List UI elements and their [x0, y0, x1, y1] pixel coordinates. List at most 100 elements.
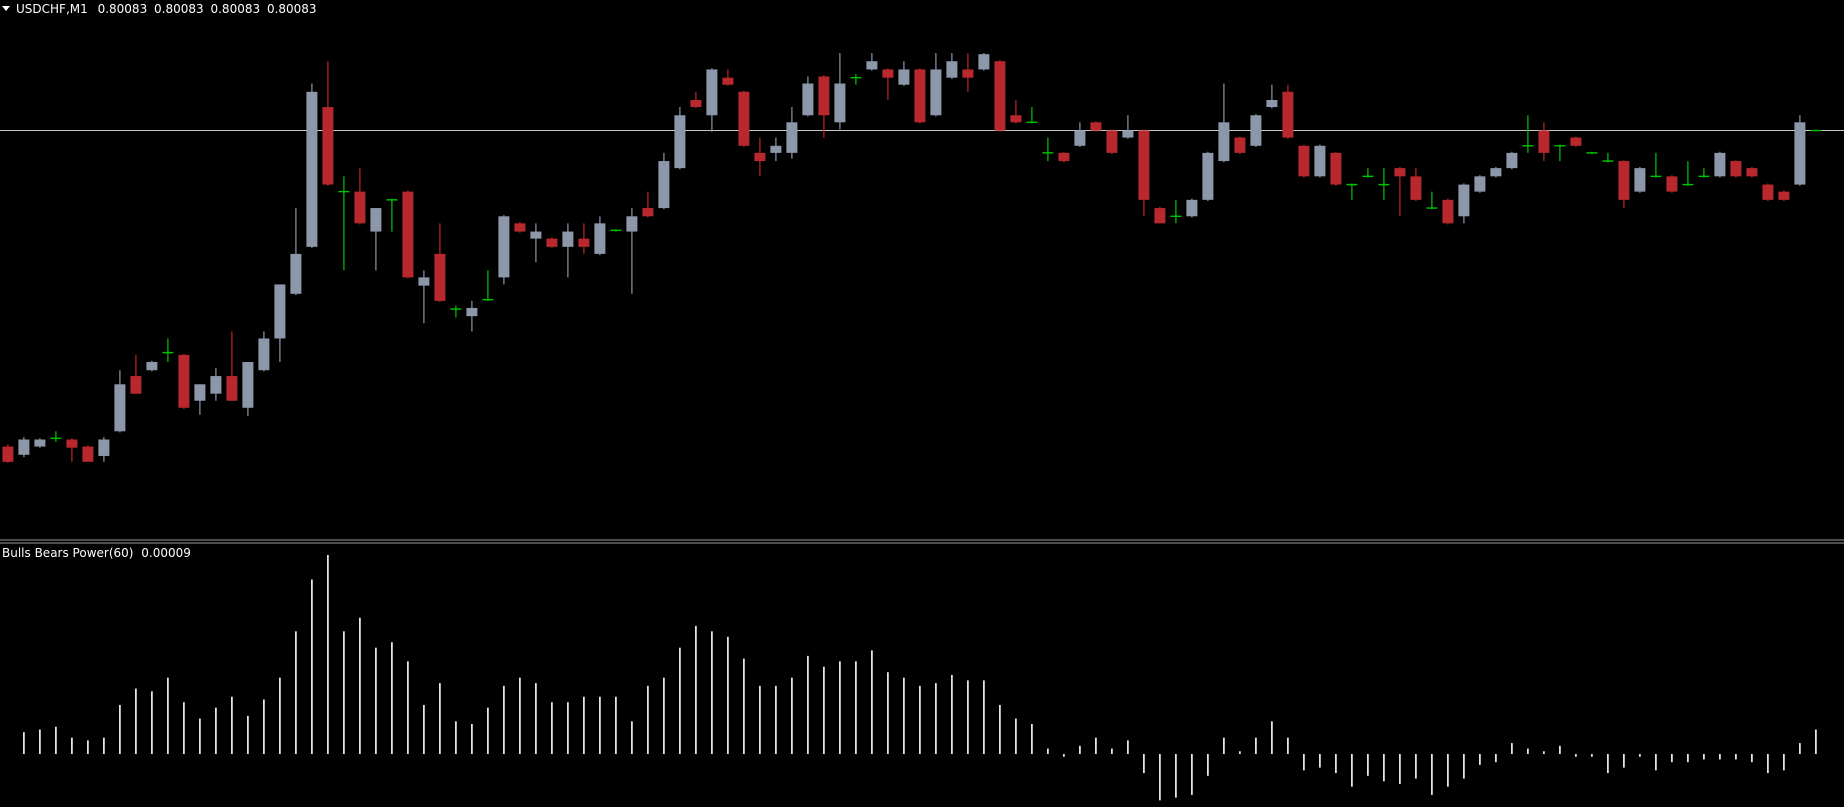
candle-body: [1458, 184, 1470, 217]
candle-body: [1122, 130, 1134, 138]
candle-body: [290, 253, 302, 294]
candle-body: [210, 376, 222, 394]
candle-body: [178, 354, 190, 408]
candle-body: [594, 223, 606, 254]
candle-body: [882, 69, 894, 78]
candle-body: [802, 83, 814, 116]
candle-body: [1538, 130, 1550, 153]
candle-body: [1474, 176, 1486, 192]
candle-body: [434, 253, 446, 301]
candle-body: [1762, 184, 1774, 200]
candle-body: [978, 54, 990, 70]
candle-body: [1778, 191, 1790, 200]
chart-header: USDCHF,M1 0.80083 0.80083 0.80083 0.8008…: [16, 2, 317, 16]
candle-body: [930, 69, 942, 116]
candle-body: [1330, 152, 1342, 185]
candle-body: [1186, 199, 1198, 217]
candle-body: [1410, 176, 1422, 200]
header-low: 0.80083: [210, 2, 260, 16]
candle-body: [1634, 168, 1646, 192]
candle-body: [82, 446, 94, 462]
candle-body: [402, 191, 414, 278]
candle-body: [130, 376, 142, 394]
candle-body: [1154, 208, 1166, 224]
candle-body: [1074, 130, 1086, 146]
candle-body: [1090, 122, 1102, 131]
candle-body: [706, 69, 718, 116]
candle-body: [514, 223, 526, 232]
candle-body: [1266, 99, 1278, 108]
candle-body: [34, 439, 46, 447]
candle-body: [1106, 130, 1118, 153]
header-high: 0.80083: [154, 2, 204, 16]
candle-body: [354, 191, 366, 224]
candle-body: [530, 231, 542, 239]
candle-body: [1570, 137, 1582, 146]
header-open: 0.80083: [98, 2, 148, 16]
candle-body: [1058, 152, 1070, 162]
header-close: 0.80083: [267, 2, 317, 16]
candle-body: [1298, 145, 1310, 177]
menu-arrow[interactable]: [2, 6, 10, 11]
candle-body: [1730, 161, 1742, 177]
candle-body: [66, 439, 78, 448]
candle-body: [1490, 168, 1502, 177]
candle-body: [1666, 176, 1678, 192]
candle-body: [1394, 168, 1406, 177]
indicator-label: Bulls Bears Power(60) 0.00009: [2, 546, 191, 560]
candle-body: [114, 384, 126, 432]
candle-body: [1714, 152, 1726, 177]
candle-body: [322, 107, 334, 185]
indicator-name: Bulls Bears Power(60): [2, 546, 133, 560]
candle-body: [962, 69, 974, 78]
candle-body: [866, 61, 878, 70]
candle-body: [1138, 130, 1150, 200]
candle-body: [466, 307, 478, 317]
candle-body: [18, 439, 30, 455]
candle-body: [242, 361, 254, 408]
candle-body: [722, 77, 734, 85]
candle-body: [626, 216, 638, 232]
candle-body: [1506, 152, 1518, 169]
candle-body: [146, 361, 158, 371]
candle-body: [1282, 91, 1294, 138]
candle-body: [1618, 161, 1630, 200]
candle-body: [834, 83, 846, 123]
candle-body: [770, 145, 782, 153]
candle-body: [194, 384, 206, 401]
candle-body: [1250, 115, 1262, 146]
candle-body: [1218, 122, 1230, 162]
candle-body: [690, 99, 702, 108]
candle-body: [274, 284, 286, 339]
candle-body: [226, 376, 238, 401]
candle-body: [642, 208, 654, 217]
candle-body: [498, 216, 510, 278]
candle-body: [898, 69, 910, 85]
candle-body: [562, 231, 574, 247]
candle-body: [2, 446, 14, 462]
candle-body: [786, 122, 798, 153]
candle-body: [674, 115, 686, 169]
candle-body: [914, 69, 926, 123]
candle-body: [1746, 168, 1758, 177]
candle-body: [1202, 152, 1214, 200]
candle-body: [546, 238, 558, 247]
candle-body: [1010, 115, 1022, 123]
indicator-value: 0.00009: [141, 546, 191, 560]
candle-body: [818, 76, 830, 116]
candle-body: [258, 338, 270, 371]
candle-body: [578, 238, 590, 247]
candle-body: [946, 61, 958, 78]
candle-body: [994, 61, 1006, 131]
candle-body: [1314, 145, 1326, 177]
candle-body: [98, 439, 110, 456]
candle-body: [1234, 137, 1246, 153]
candle-body: [306, 91, 318, 247]
symbol: USDCHF,M1: [16, 2, 88, 16]
candle-body: [658, 161, 670, 209]
candle-body: [738, 91, 750, 146]
candle-body: [370, 208, 382, 232]
candle-body: [1442, 199, 1454, 224]
